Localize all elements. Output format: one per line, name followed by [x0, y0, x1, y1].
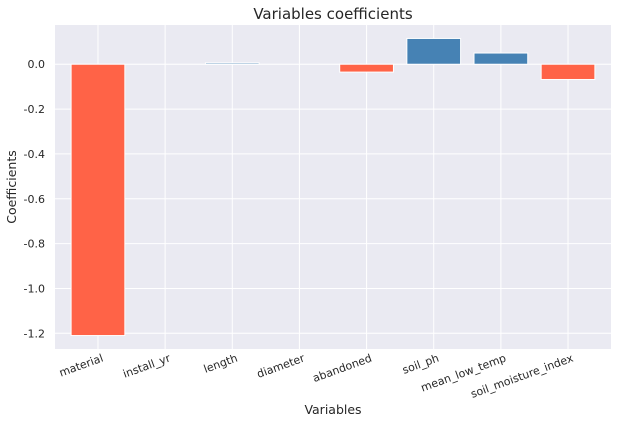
y-tick-labels: -1.2 -1.0 -0.8 -0.6 -0.4 -0.2 0.0 [24, 58, 45, 340]
x-tick-label: soil_ph [401, 352, 441, 377]
bar-soil-ph [406, 37, 462, 65]
y-axis-label: Coefficients [4, 150, 19, 224]
y-tick-label: -0.2 [24, 103, 45, 116]
chart-title: Variables coefficients [253, 5, 413, 23]
x-axis-label: Variables [304, 402, 361, 417]
y-tick-label: -1.0 [24, 282, 45, 295]
grid-lines [55, 25, 611, 349]
y-tick-label: -0.8 [24, 238, 45, 251]
bar-mean-low-temp [473, 52, 529, 65]
y-tick-label: -1.2 [24, 327, 45, 340]
x-tick-labels: material install_yr length diameter abandone… [57, 351, 575, 400]
bars [70, 37, 596, 337]
x-tick-label: abandoned [311, 352, 374, 385]
bar-material [70, 63, 126, 337]
x-tick-label: material [57, 352, 105, 380]
x-tick-label: length [202, 352, 239, 376]
bar-soil-moisture-index [540, 63, 596, 80]
bar-length [204, 62, 260, 65]
plot-area [55, 25, 611, 349]
bar-abandoned [339, 63, 394, 73]
y-tick-label: -0.4 [24, 148, 45, 161]
y-tick-label: -0.6 [24, 193, 45, 206]
x-tick-label: install_yr [121, 351, 172, 380]
y-tick-label: 0.0 [28, 58, 46, 71]
x-tick-label: diameter [255, 351, 307, 380]
